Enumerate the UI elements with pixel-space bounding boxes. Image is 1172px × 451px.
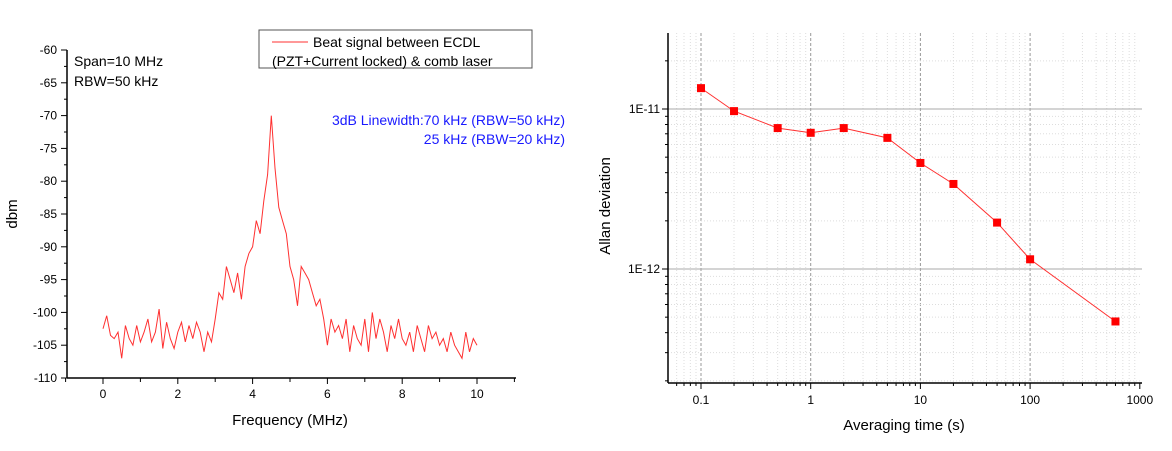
y-tick-label: -85 [40, 207, 58, 221]
y-tick-label: -60 [40, 43, 58, 57]
x-tick-label: 100 [1020, 393, 1040, 407]
span-annotation: Span=10 MHz [74, 53, 163, 69]
rbw-annotation: RBW=50 kHz [74, 73, 158, 89]
data-point [949, 179, 958, 188]
legend-line-1: Beat signal between ECDL [313, 34, 481, 50]
y-tick-label: -110 [34, 371, 57, 385]
x-tick-label: 1 [807, 393, 814, 407]
x-tick-label: 0.1 [693, 393, 710, 407]
x-axis-label: Averaging time (s) [843, 417, 964, 434]
data-point [730, 107, 739, 116]
allan-deviation-chart: 0.1 1 10 100 1000 1E-11 1E-12 Averaging time (… [597, 33, 1153, 434]
data-point [773, 124, 782, 133]
data-point [916, 158, 925, 167]
y-axis-label: dbm [4, 199, 21, 228]
spectrum-chart: -60 -65 -70 -75 -80 -85 -90 -95 -100 -105 -110 0 2 4 6… [4, 29, 565, 429]
y-axis-label: Allan deviation [597, 157, 614, 255]
y-tick-label: -100 [33, 305, 57, 319]
x-tick-label: 0 [100, 387, 107, 401]
x-axis-label: Frequency (MHz) [232, 412, 348, 429]
data-point [1026, 255, 1035, 264]
x-tick-label: 1000 [1126, 393, 1153, 407]
data-point [839, 124, 848, 133]
x-tick-label: 8 [399, 387, 406, 401]
y-tick-label: 1E-12 [628, 262, 660, 276]
y-tick-label: -75 [40, 141, 58, 155]
linewidth-annotation-2: 25 kHz (RBW=20 kHz) [424, 131, 565, 147]
y-tick-label: -105 [33, 338, 57, 352]
x-tick-label: 6 [324, 387, 331, 401]
x-tick-label: 2 [174, 387, 181, 401]
data-point [806, 128, 815, 137]
y-tick-label: -90 [40, 240, 58, 254]
y-tick-label: -80 [40, 174, 58, 188]
legend: Beat signal between ECDL (PZT+Current lo… [258, 29, 533, 69]
data-point [1111, 317, 1120, 326]
x-tick-label: 10 [470, 387, 484, 401]
legend-box [258, 29, 533, 69]
x-tick-label: 4 [249, 387, 256, 401]
y-tick-label: -70 [40, 109, 58, 123]
x-tick-label: 10 [914, 393, 928, 407]
spectrum-line [102, 115, 478, 360]
legend-line-2: (PZT+Current locked) & comb laser [272, 53, 493, 69]
allan-line [700, 87, 1116, 322]
y-tick-label: -65 [40, 76, 58, 90]
y-tick-label: -95 [40, 273, 58, 287]
linewidth-annotation-1: 3dB Linewidth:70 kHz (RBW=50 kHz) [332, 112, 565, 128]
data-point [993, 218, 1002, 227]
data-point [697, 84, 705, 93]
y-tick-label: 1E-11 [629, 102, 660, 116]
data-point [883, 133, 892, 142]
